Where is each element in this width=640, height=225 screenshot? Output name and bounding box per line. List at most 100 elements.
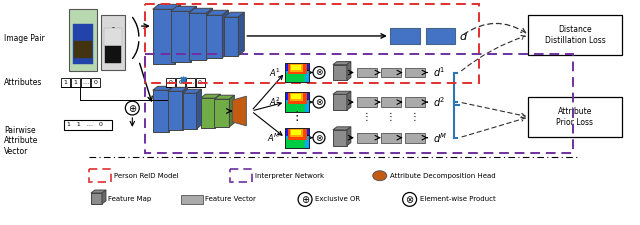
FancyBboxPatch shape: [225, 17, 238, 56]
Polygon shape: [225, 12, 244, 17]
FancyBboxPatch shape: [104, 28, 122, 46]
FancyBboxPatch shape: [214, 99, 229, 127]
Polygon shape: [223, 10, 228, 58]
Text: 0: 0: [93, 80, 97, 85]
Polygon shape: [207, 8, 212, 60]
FancyBboxPatch shape: [404, 133, 424, 143]
Polygon shape: [171, 6, 196, 11]
FancyBboxPatch shape: [71, 79, 80, 87]
Text: $d$: $d$: [460, 30, 468, 42]
FancyBboxPatch shape: [285, 128, 309, 148]
Polygon shape: [207, 10, 228, 15]
FancyBboxPatch shape: [404, 97, 424, 107]
Text: ⋮: ⋮: [386, 112, 396, 122]
Text: Exclusive OR: Exclusive OR: [315, 196, 360, 203]
FancyBboxPatch shape: [287, 92, 307, 104]
FancyBboxPatch shape: [189, 13, 207, 60]
Polygon shape: [91, 190, 106, 193]
FancyBboxPatch shape: [285, 92, 309, 112]
FancyBboxPatch shape: [153, 9, 175, 64]
FancyBboxPatch shape: [390, 28, 420, 44]
Circle shape: [125, 101, 140, 115]
Text: ⊗: ⊗: [316, 134, 323, 143]
Polygon shape: [347, 91, 351, 110]
FancyBboxPatch shape: [333, 65, 347, 80]
Polygon shape: [216, 94, 220, 128]
FancyBboxPatch shape: [207, 15, 223, 58]
Polygon shape: [214, 95, 234, 99]
Polygon shape: [347, 62, 351, 80]
Text: Interpreter Network: Interpreter Network: [255, 173, 324, 179]
FancyBboxPatch shape: [357, 133, 377, 143]
FancyBboxPatch shape: [381, 68, 401, 77]
FancyBboxPatch shape: [105, 46, 121, 63]
FancyBboxPatch shape: [285, 70, 309, 82]
FancyBboxPatch shape: [61, 79, 70, 87]
Polygon shape: [102, 190, 106, 204]
Circle shape: [313, 132, 325, 144]
Polygon shape: [333, 127, 351, 130]
Text: 0: 0: [178, 80, 182, 85]
Polygon shape: [196, 89, 202, 129]
FancyBboxPatch shape: [168, 91, 182, 130]
FancyBboxPatch shape: [285, 74, 305, 82]
Circle shape: [313, 96, 325, 108]
FancyBboxPatch shape: [200, 98, 216, 128]
Polygon shape: [229, 95, 234, 127]
Text: Feature Map: Feature Map: [108, 196, 151, 203]
Polygon shape: [153, 86, 173, 90]
FancyBboxPatch shape: [528, 15, 621, 55]
Text: $d^M$: $d^M$: [433, 131, 447, 145]
FancyBboxPatch shape: [333, 94, 347, 110]
FancyBboxPatch shape: [180, 195, 202, 204]
FancyBboxPatch shape: [285, 139, 305, 148]
Text: Distance
Distillation Loss: Distance Distillation Loss: [545, 25, 605, 45]
FancyBboxPatch shape: [291, 65, 301, 70]
FancyBboxPatch shape: [381, 97, 401, 107]
Text: Image Pair: Image Pair: [4, 34, 45, 43]
Polygon shape: [200, 94, 220, 98]
FancyBboxPatch shape: [285, 103, 305, 112]
Text: 1: 1: [74, 80, 77, 85]
Polygon shape: [333, 62, 351, 65]
Text: 1   1   …   0: 1 1 … 0: [67, 122, 103, 127]
Text: Attribute
Prior Loss: Attribute Prior Loss: [556, 107, 593, 127]
Polygon shape: [347, 127, 351, 146]
Polygon shape: [153, 4, 180, 9]
Text: ⋮: ⋮: [291, 110, 303, 124]
Polygon shape: [175, 4, 180, 64]
FancyBboxPatch shape: [153, 90, 169, 132]
Text: ⋮: ⋮: [362, 112, 372, 122]
Circle shape: [298, 193, 312, 206]
FancyBboxPatch shape: [91, 79, 100, 87]
Text: …: …: [83, 80, 89, 85]
Polygon shape: [232, 96, 246, 126]
FancyBboxPatch shape: [285, 100, 309, 112]
FancyBboxPatch shape: [74, 41, 92, 58]
Text: $d^2$: $d^2$: [433, 95, 445, 109]
Circle shape: [403, 193, 417, 206]
FancyBboxPatch shape: [171, 11, 191, 62]
Text: ●: ●: [80, 25, 86, 31]
Polygon shape: [168, 87, 188, 91]
Polygon shape: [182, 87, 188, 130]
FancyBboxPatch shape: [426, 28, 456, 44]
Text: 0: 0: [198, 80, 202, 85]
FancyBboxPatch shape: [404, 68, 424, 77]
Text: ⊕: ⊕: [128, 104, 136, 114]
FancyBboxPatch shape: [291, 130, 301, 135]
Text: $A^2$: $A^2$: [269, 96, 281, 108]
FancyBboxPatch shape: [528, 97, 621, 137]
FancyBboxPatch shape: [81, 79, 90, 87]
Polygon shape: [189, 8, 212, 13]
FancyBboxPatch shape: [287, 63, 307, 74]
FancyBboxPatch shape: [69, 9, 97, 70]
Text: Pairwise
Attribute
Vector: Pairwise Attribute Vector: [4, 126, 39, 156]
Text: $A^M$: $A^M$: [268, 131, 281, 144]
FancyBboxPatch shape: [357, 97, 377, 107]
FancyBboxPatch shape: [73, 24, 93, 64]
Text: ⊗: ⊗: [406, 195, 413, 205]
FancyBboxPatch shape: [285, 63, 309, 82]
FancyBboxPatch shape: [182, 93, 196, 129]
Text: ⊗: ⊗: [316, 98, 323, 107]
